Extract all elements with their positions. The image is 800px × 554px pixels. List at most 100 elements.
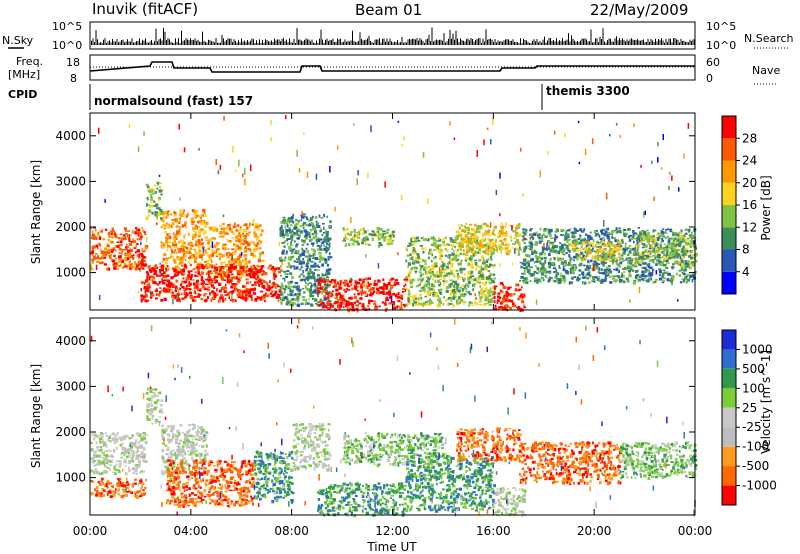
n-sky-bar: [190, 38, 191, 45]
n-sky-bar: [389, 38, 391, 45]
power-echo-cell: [353, 293, 356, 296]
power-echo-cell: [100, 248, 102, 252]
power-echo-cell: [458, 296, 461, 300]
power-echo-cell: [647, 265, 650, 269]
power-echo-cell: [113, 254, 116, 257]
power-echo-cell: [608, 251, 611, 253]
power-echo-cell: [316, 244, 320, 247]
power-echo-cell: [357, 292, 360, 296]
power-echo-cell: [496, 246, 498, 250]
power-echo-cell: [207, 266, 211, 269]
power-echo-cell: [162, 271, 166, 275]
power-echo-cell: [406, 248, 408, 252]
power-echo-cell: [669, 279, 672, 282]
power-echo-cell: [391, 277, 395, 280]
power-echo-cell: [280, 269, 283, 272]
power-echo-cell: [623, 249, 627, 253]
power-echo-cell: [367, 285, 371, 287]
power-echo-cell: [209, 238, 213, 242]
power-echo-cell: [562, 253, 566, 256]
power-echo-cell: [257, 243, 260, 246]
power-echo-cell: [308, 253, 311, 256]
power-echo-cell: [422, 258, 424, 262]
power-echo-cell: [258, 257, 261, 260]
power-echo-cell: [219, 230, 223, 234]
power-echo-cell: [450, 244, 455, 248]
power-echo-cell: [488, 233, 491, 237]
power-echo-cell: [415, 236, 419, 240]
power-echo-cell: [505, 222, 508, 226]
power-echo-cell: [125, 232, 128, 235]
power-echo-cell: [353, 234, 356, 238]
n-sky-bar: [325, 39, 326, 45]
n-sky-bar: [458, 41, 460, 45]
power-echo-cell: [183, 263, 187, 266]
n-sky-bar: [202, 31, 203, 45]
power-echo-cell: [558, 265, 561, 268]
power-echo-cell: [419, 289, 422, 292]
power-echo-cell: [258, 278, 262, 281]
power-echo-cell: [194, 248, 196, 252]
power-echo-cell: [120, 251, 123, 255]
power-echo-cell: [197, 282, 200, 286]
power-echo-cell: [288, 246, 292, 250]
power-echo-cell: [419, 244, 423, 247]
power-echo-cell: [189, 295, 194, 300]
power-echo-cell: [298, 261, 302, 265]
power-echo-cell: [348, 233, 353, 236]
n-sky-bar: [670, 38, 671, 45]
power-echo-cell: [90, 267, 94, 271]
power-echo-cell: [113, 262, 117, 266]
power-echo-cell: [499, 282, 504, 285]
power-echo-cell: [476, 278, 479, 282]
power-echo-cell: [670, 276, 673, 281]
power-echo-cell: [517, 227, 521, 229]
power-echo-cell: [506, 234, 508, 236]
power-echo-cell: [167, 245, 171, 248]
power-echo-cell: [197, 241, 201, 245]
power-echo-cell: [305, 281, 307, 284]
power-echo-cell: [236, 258, 241, 261]
power-echo-cell: [326, 230, 330, 233]
power-echo-cell: [632, 233, 635, 237]
n-sky-bar: [512, 39, 514, 45]
power-echo-cell: [449, 237, 453, 241]
n-sky-bar: [403, 42, 404, 45]
power-echo-cell: [685, 228, 688, 231]
power-echo-cell: [131, 230, 134, 234]
n-sky-bar: [439, 39, 440, 45]
power-echo-cell: [518, 288, 522, 291]
power-echo-cell: [283, 297, 287, 300]
n-sky-bar: [97, 39, 98, 45]
power-echo-cell: [388, 296, 392, 299]
power-echo-cell: [465, 283, 469, 286]
power-echo-cell: [327, 284, 331, 287]
power-echo-cell: [289, 255, 293, 260]
power-echo-cell: [374, 233, 377, 237]
power-echo-cell: [513, 237, 517, 239]
n-sky-bar: [340, 38, 341, 45]
power-echo-cell: [356, 285, 359, 288]
power-echo-cell: [648, 255, 652, 258]
power-echo-cell: [553, 271, 556, 273]
power-echo-cell: [237, 234, 240, 237]
n-sky-bar: [661, 38, 662, 45]
power-echo-cell: [147, 214, 150, 218]
power-echo-cell: [229, 253, 232, 256]
power-echo-cell: [146, 189, 150, 191]
power-echo-cell: [485, 246, 488, 249]
power-echo-cell: [486, 294, 489, 298]
power-echo-cell: [304, 234, 309, 237]
power-echo-cell: [354, 281, 359, 285]
power-echo-cell: [510, 225, 513, 227]
power-echo-cell: [281, 224, 283, 228]
n-sky-bar: [346, 41, 347, 45]
power-echo-cell: [427, 280, 430, 283]
power-echo-cell: [312, 291, 315, 293]
power-echo-cell: [439, 257, 443, 260]
power-echo-cell: [218, 266, 221, 268]
power-echo-cell: [197, 239, 201, 242]
power-echo-cell: [162, 257, 166, 261]
power-echo-cell: [176, 274, 179, 276]
power-echo-cell: [333, 307, 336, 311]
